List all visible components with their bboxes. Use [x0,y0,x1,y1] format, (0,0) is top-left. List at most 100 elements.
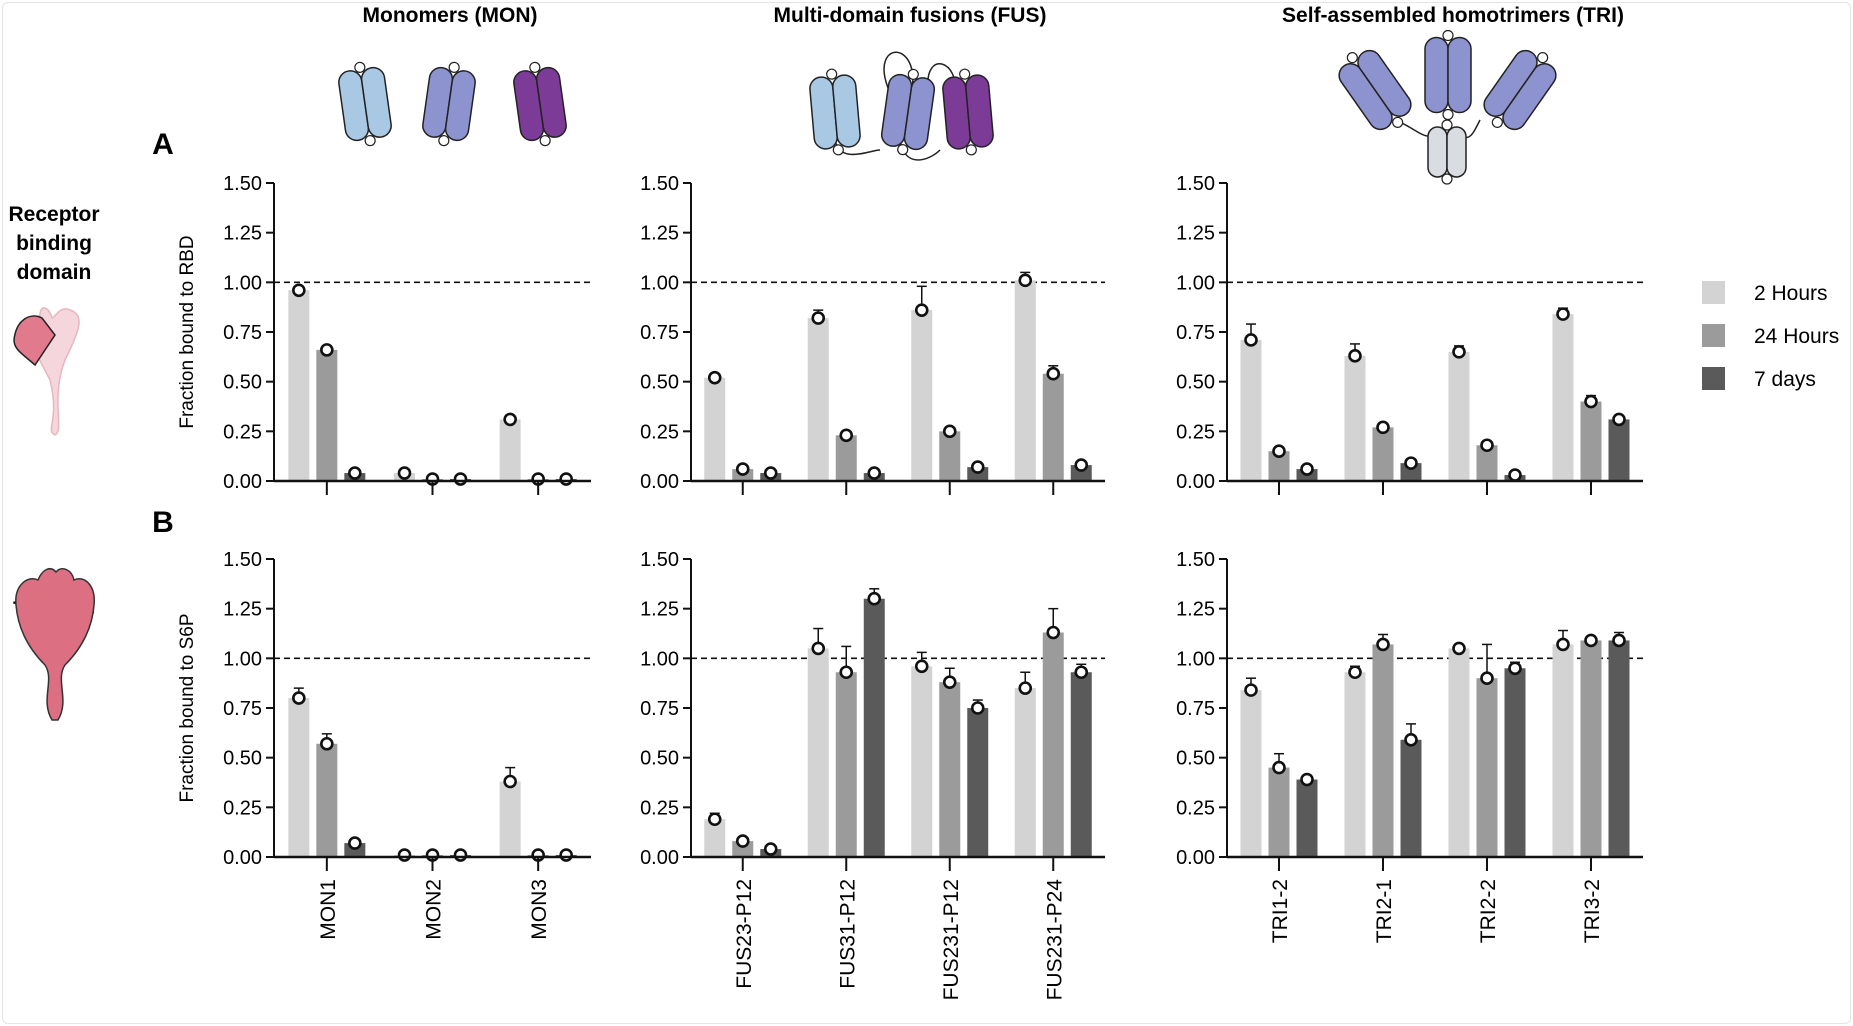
x-tick-label: TRI2-2 [1477,879,1500,943]
terminus [826,68,838,80]
bar-TRI1-2-24-Hours [1268,767,1290,857]
terminus [539,135,551,147]
helix [360,66,392,138]
data-point [1452,641,1466,656]
data-point [763,842,778,856]
data-point [1046,625,1061,640]
terminus [529,61,541,73]
bar-FUS23-P12-2-Hours [704,819,726,857]
helix [1447,36,1472,114]
bar-FUS231-P24-2-Hours [1014,280,1036,481]
bar-TRI2-2-24-Hours [1476,445,1498,481]
panel-letter: B [152,506,174,539]
data-point [1376,420,1390,435]
bar-TRI2-1-7-days [1400,463,1422,481]
bar-MON1-24-Hours [316,743,338,857]
x-tick-label: MON2 [423,879,446,940]
terminus [907,68,919,80]
data-point [1348,665,1362,680]
bar-TRI1-2-24-Hours [1268,451,1290,481]
terminus [832,144,844,156]
bar-FUS31-P12-24-Hours [835,672,857,857]
helix [535,66,567,138]
y-tick-label: 1.25 [640,599,679,621]
column-title: Self-assembled homotrimers (TRI) [1282,4,1624,27]
y-tick-label: 1.50 [223,173,262,195]
data-point [1018,273,1033,288]
row-label: domain [17,261,92,284]
bar-TRI2-1-2-Hours [1344,672,1366,857]
y-tick-label: 0.00 [1176,471,1215,493]
bar-TRI3-2-7-days [1608,640,1630,857]
y-tick-label: 1.50 [223,549,262,571]
bar-FUS231-P24-2-Hours [1014,688,1036,857]
terminus [1346,52,1358,64]
x-tick-label: TRI3-2 [1581,879,1604,943]
data-point [292,691,306,705]
bar-MON1-24-Hours [316,349,338,481]
bar-MON3-2-Hours [499,781,521,857]
terminus [1441,119,1453,131]
monomer-icon-3 [513,61,567,147]
linker-icon [834,51,957,161]
helix [832,74,861,148]
panel-B-MON: 0.00 0.25 0.50 0.75 1.00 1.25 1.50 MON1 MON2 MON3 [223,549,591,940]
trimer-core-icon [1427,119,1467,185]
terminus [897,144,909,156]
y-tick-label: 0.75 [1176,322,1215,344]
y-tick-label: 0.75 [640,698,679,720]
bar-FUS31-P12-7-days [863,598,885,857]
fusion-domain-icon-3 [942,68,994,156]
bar-MON3-2-Hours [499,419,521,481]
fusion-domain-icon-2 [880,68,936,156]
data-point [320,343,334,357]
y-tick-label: 0.75 [223,322,262,344]
bar-TRI2-1-7-days [1400,739,1422,857]
data-point [1480,671,1494,686]
terminus [1442,108,1454,121]
bar-TRI2-1-24-Hours [1372,427,1394,481]
terminus [959,68,971,80]
bar-TRI2-1-24-Hours [1372,644,1394,857]
x-tick-label: MON3 [528,879,551,940]
y-tick-label: 0.25 [223,421,262,443]
x-tick-label: TRI1-2 [1269,879,1292,943]
terminus [1491,116,1503,128]
panel-B-TRI: 0.00 0.25 0.50 0.75 1.00 1.25 1.50 TRI1-2 TRI2-1… [1176,549,1643,943]
fusion-domain-icon-1 [809,68,861,156]
y-tick-label: 1.25 [223,223,262,245]
bar-MON1-2-Hours [288,290,310,481]
y-tick-label: 0.25 [1176,797,1215,819]
bar-TRI2-1-2-Hours [1344,355,1366,481]
terminus [1537,52,1549,64]
legend-label: 7 days [1754,368,1816,391]
trimer-domain-icon-1 [1338,49,1412,131]
data-point [811,311,826,325]
data-point [1404,732,1418,747]
data-point [503,774,517,789]
data-point [914,659,929,674]
monomer-icon-1 [338,61,392,147]
trimer-domain-icon-2 [1424,29,1472,121]
data-point [1612,633,1626,648]
panel-letter: A [152,128,174,161]
data-point [1556,637,1570,652]
data-point [942,424,957,439]
rbd-domain-icon [13,315,56,367]
data-point [811,641,826,656]
bar-FUS31-P12-24-Hours [835,435,857,481]
bar-TRI1-2-2-Hours [1240,339,1262,481]
terminus [354,61,366,73]
legend-label: 2 Hours [1754,282,1828,305]
y-tick-label: 0.00 [640,847,679,869]
data-point [453,472,468,486]
bar-TRI3-2-7-days [1608,419,1630,481]
bar-FUS231-P24-24-Hours [1042,632,1064,857]
panel-A-TRI: 0.00 0.25 0.50 0.75 1.00 1.25 1.50 [1176,173,1643,495]
legend-swatch [1702,367,1725,390]
y-tick-label: 0.25 [640,797,679,819]
y-tick-label: 0.25 [1176,421,1215,443]
y-tick-label: 0.00 [223,847,262,869]
